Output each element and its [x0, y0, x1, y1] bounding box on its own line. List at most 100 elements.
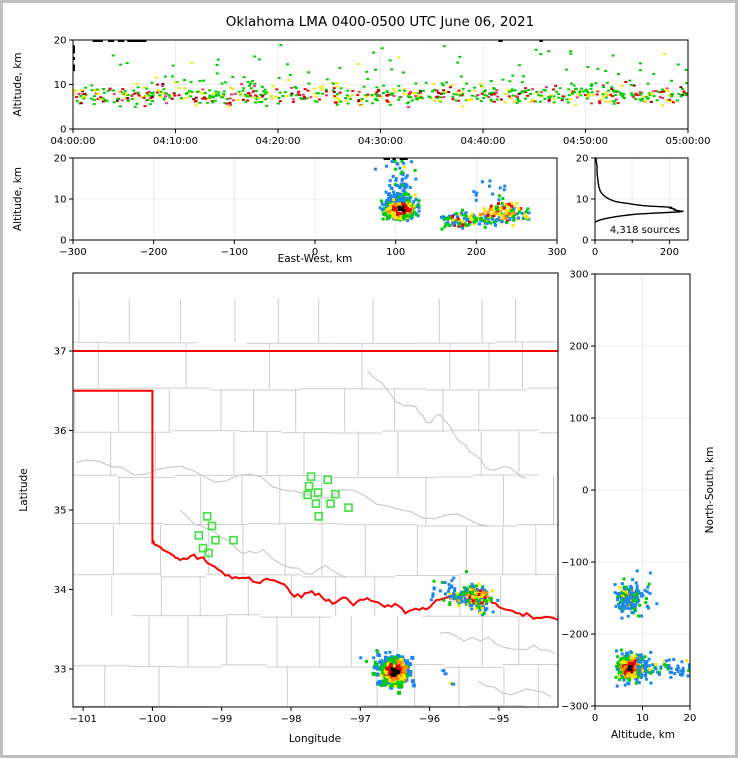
source-point	[190, 61, 194, 64]
source-point	[492, 100, 496, 103]
source-point	[502, 188, 506, 192]
source-point	[508, 212, 512, 216]
source-point	[163, 92, 167, 95]
source-point	[344, 99, 348, 102]
source-point	[103, 99, 107, 101]
source-point	[635, 588, 639, 592]
source-point	[231, 88, 235, 91]
source-point	[393, 183, 397, 187]
source-point	[400, 678, 404, 682]
source-point	[345, 94, 349, 97]
source-point	[93, 95, 96, 98]
source-point	[503, 214, 507, 218]
source-point	[459, 596, 463, 600]
source-point	[682, 92, 686, 95]
source-point	[565, 98, 569, 101]
source-point	[602, 86, 606, 89]
source-point	[638, 654, 641, 657]
source-point	[375, 91, 379, 94]
source-point	[616, 655, 620, 659]
source-point	[403, 87, 407, 90]
source-point	[471, 585, 475, 589]
source-point	[378, 206, 382, 210]
source-point	[620, 665, 624, 668]
tick-label: 200	[467, 247, 486, 258]
source-point	[630, 596, 634, 600]
source-point	[290, 86, 294, 89]
source-point	[394, 177, 398, 181]
source-point	[388, 671, 392, 676]
source-point	[145, 94, 148, 97]
source-point	[183, 79, 187, 81]
source-point	[240, 83, 244, 86]
source-point	[632, 607, 636, 611]
source-point	[474, 95, 478, 98]
source-point	[574, 88, 578, 91]
source-point	[396, 664, 401, 669]
source-point	[489, 98, 493, 101]
source-point	[407, 95, 410, 98]
source-point	[247, 95, 251, 98]
source-point	[622, 93, 626, 96]
source-point	[364, 95, 368, 98]
source-point	[638, 91, 642, 94]
source-point	[220, 82, 224, 85]
source-point	[80, 89, 84, 92]
source-point	[357, 90, 361, 93]
source-point	[350, 94, 354, 97]
source-point	[83, 95, 87, 98]
source-point	[580, 87, 584, 90]
source-point	[385, 164, 389, 168]
source-point	[490, 212, 493, 215]
source-point	[643, 588, 647, 592]
source-point	[517, 207, 521, 211]
source-point	[79, 102, 83, 105]
source-point	[303, 96, 306, 98]
source-point	[441, 84, 445, 87]
source-point	[410, 206, 414, 210]
source-point	[611, 54, 615, 57]
source-point	[507, 88, 510, 91]
tick-label: −100	[139, 714, 166, 725]
source-point	[633, 654, 637, 658]
source-point	[388, 103, 392, 106]
source-point	[325, 78, 329, 81]
river-line	[477, 680, 552, 698]
source-point	[497, 215, 501, 219]
source-point	[494, 223, 497, 227]
source-point	[629, 650, 633, 654]
source-point	[617, 670, 621, 674]
tick-label: 200	[569, 342, 588, 353]
source-point	[447, 589, 450, 593]
source-point	[333, 96, 337, 99]
source-point	[410, 679, 415, 684]
source-point	[555, 90, 559, 93]
tick-label: 36	[54, 426, 67, 437]
lma-station-marker	[207, 521, 217, 531]
source-point	[626, 657, 630, 661]
lma-station-marker	[326, 499, 335, 508]
source-point	[611, 100, 615, 103]
source-point	[456, 217, 460, 221]
map-layer	[73, 298, 558, 707]
source-point	[95, 88, 99, 91]
source-point	[626, 651, 630, 655]
source-point	[619, 673, 623, 677]
source-point	[492, 211, 495, 215]
source-point	[623, 592, 627, 596]
source-point	[92, 98, 96, 101]
source-point	[453, 587, 457, 591]
source-point	[465, 219, 469, 222]
source-point	[254, 101, 258, 104]
source-point	[379, 96, 383, 99]
source-point	[393, 213, 397, 217]
source-point	[460, 600, 464, 604]
source-point	[621, 95, 625, 98]
source-point	[408, 196, 412, 200]
source-point	[410, 214, 414, 218]
source-point	[629, 584, 633, 588]
source-point	[285, 95, 289, 98]
source-point	[454, 99, 458, 102]
source-point	[405, 204, 409, 208]
source-point	[201, 79, 205, 82]
